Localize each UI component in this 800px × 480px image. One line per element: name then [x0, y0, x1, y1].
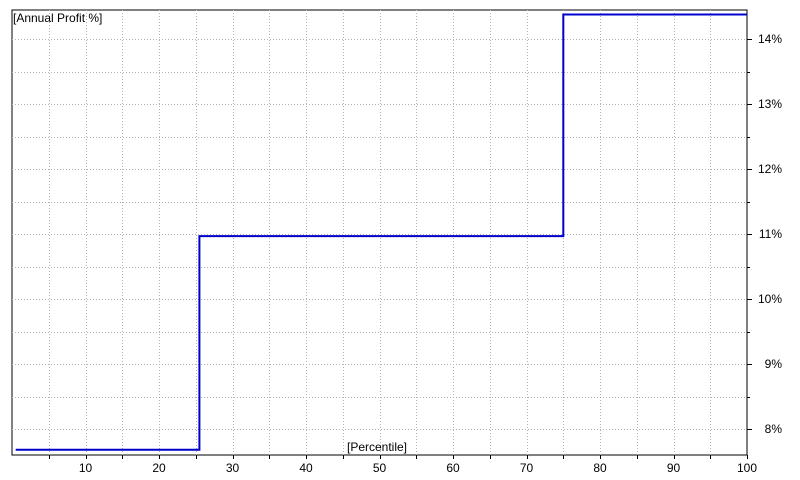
x-tick-label: 70 [520, 461, 534, 475]
y-axis: 8% 9% 10% 11% 12% 13% 14% [747, 32, 782, 436]
x-tick-label: 60 [446, 461, 460, 475]
x-axis: 10 20 30 40 50 60 70 80 90 100 [49, 455, 757, 475]
plot-area [11, 9, 748, 456]
series-group [15, 13, 747, 451]
x-tick-label: 10 [79, 461, 93, 475]
y-tick-label: 10% [758, 292, 782, 306]
x-tick-label: 50 [373, 461, 387, 475]
y-tick-label: 9% [765, 357, 783, 371]
y-tick-label: 13% [758, 97, 782, 111]
x-tick-label: 90 [667, 461, 681, 475]
x-tick-label: 40 [299, 461, 313, 475]
y-tick-label: 12% [758, 162, 782, 176]
x-tick-label: 100 [737, 461, 757, 475]
y-tick-label: 8% [765, 422, 783, 436]
y-tick-label: 11% [759, 227, 782, 241]
grid [12, 10, 747, 455]
x-tick-label: 20 [152, 461, 166, 475]
y-axis-title: [Annual Profit %] [13, 11, 102, 25]
x-tick-label: 30 [226, 461, 240, 475]
x-axis-title: [Percentile] [347, 440, 407, 454]
y-tick-label: 14% [758, 32, 782, 46]
x-tick-label: 80 [593, 461, 607, 475]
series-line [15, 13, 747, 451]
